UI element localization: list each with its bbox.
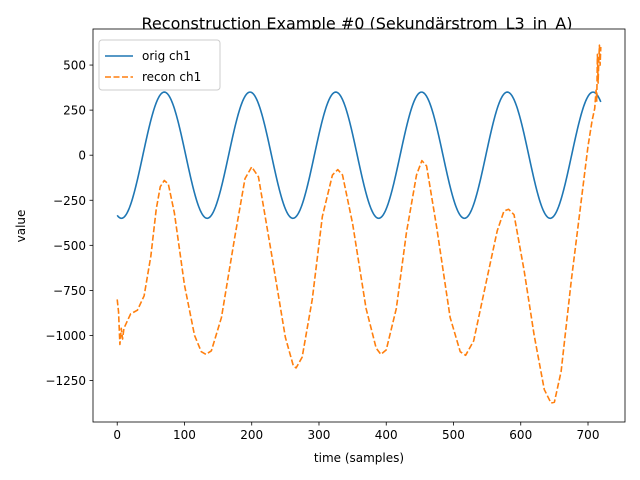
x-tick-label: 700	[577, 428, 600, 442]
y-axis: 500 250 0 −250 −500 −750 −1000 −1250	[45, 59, 93, 388]
x-axis-label: time (samples)	[314, 451, 404, 465]
x-tick-label: 0	[113, 428, 121, 442]
y-tick-label: 250	[63, 104, 86, 118]
legend-box	[98, 39, 221, 91]
plot-background	[93, 29, 625, 422]
x-tick-label: 400	[375, 428, 398, 442]
y-tick-label: −500	[53, 239, 86, 253]
y-tick-label: −1000	[45, 329, 86, 343]
legend-label-recon: recon ch1	[142, 70, 201, 84]
y-axis-label: value	[14, 210, 28, 243]
legend-label-orig: orig ch1	[142, 49, 191, 63]
y-tick-label: −250	[53, 194, 86, 208]
legend: orig ch1 recon ch1	[98, 39, 221, 91]
x-tick-label: 300	[308, 428, 331, 442]
x-tick-label: 500	[442, 428, 465, 442]
y-tick-label: 500	[63, 59, 86, 73]
x-tick-label: 200	[240, 428, 263, 442]
x-tick-label: 600	[509, 428, 532, 442]
series-layer	[116, 44, 602, 404]
x-tick-label: 100	[173, 428, 196, 442]
y-tick-label: −750	[53, 284, 86, 298]
axes-frame	[92, 28, 626, 423]
series-line-recon-ch1	[116, 44, 602, 404]
y-tick-label: 0	[78, 149, 86, 163]
x-axis: 0 100 200 300 400 500 600 700	[113, 422, 599, 442]
plot-area	[92, 28, 626, 423]
y-tick-label: −1250	[45, 374, 86, 388]
series-line-orig-ch1	[116, 91, 602, 220]
